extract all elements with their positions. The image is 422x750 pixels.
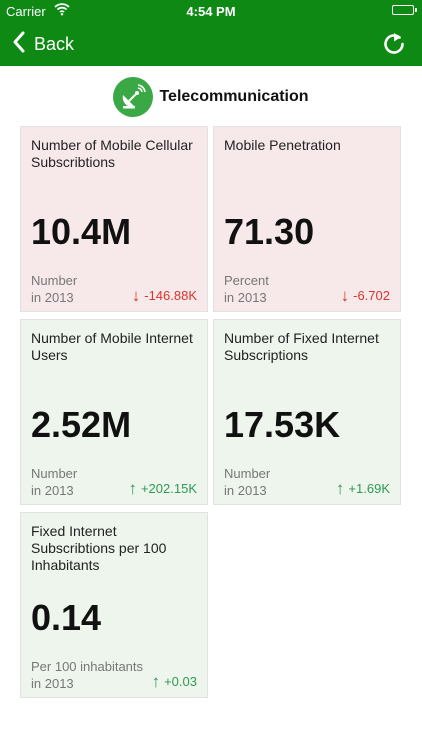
back-label: Back [34, 33, 75, 54]
card-value: 17.53K [224, 404, 341, 445]
card-unit: Percent [224, 273, 269, 288]
card-year: in 2013 [31, 290, 74, 305]
status-bar: Carrier 4:54 PM [0, 0, 422, 22]
card-change: ↓ -6.702 [340, 286, 390, 305]
arrow-down-icon: ↓ [340, 286, 350, 305]
wifi-icon [54, 2, 70, 19]
arrow-up-icon: ↑ [151, 672, 161, 691]
card-unit: Number [224, 466, 271, 481]
navigation-bar: Back [0, 22, 422, 66]
battery-icon [392, 5, 417, 15]
card-year: in 2013 [31, 676, 74, 691]
card-change: ↑ +1.69K [335, 479, 390, 498]
card-change-value: +1.69K [348, 481, 390, 496]
card-title: Number of Mobile Cellular Subscribtions [31, 137, 193, 170]
stat-card-mobile-penetration[interactable]: Mobile Penetration 71.30 Percent in 2013… [213, 126, 401, 312]
card-value: 2.52M [31, 404, 132, 445]
back-button[interactable]: Back [12, 30, 74, 58]
stat-card-fixed-internet-subscriptions[interactable]: Number of Fixed Internet Subscriptions 1… [213, 319, 401, 505]
status-time: 4:54 PM [186, 4, 236, 19]
refresh-icon [380, 33, 408, 62]
card-change: ↑ +0.03 [151, 672, 197, 691]
stat-card-fixed-internet-per-100[interactable]: Fixed Internet Subscribtions per 100 Inh… [20, 512, 208, 698]
card-value: 0.14 [31, 597, 102, 638]
card-change-value: +202.15K [140, 481, 197, 496]
satellite-dish-icon [113, 77, 154, 117]
carrier-label: Carrier [6, 4, 46, 19]
page-title: Telecommunication [159, 88, 309, 105]
card-change-value: -146.88K [144, 288, 197, 303]
card-value: 10.4M [31, 211, 132, 252]
card-title: Number of Fixed Internet Subscriptions [224, 330, 379, 363]
card-change-value: +0.03 [164, 674, 197, 689]
arrow-down-icon: ↓ [131, 286, 141, 305]
card-title: Mobile Penetration [224, 137, 341, 153]
card-unit: Per 100 inhabitants [31, 659, 144, 674]
stat-card-mobile-internet-users[interactable]: Number of Mobile Internet Users 2.52M Nu… [20, 319, 208, 505]
chevron-left-icon [12, 31, 26, 58]
arrow-up-icon: ↑ [335, 479, 345, 498]
card-value: 71.30 [224, 211, 315, 252]
card-year: in 2013 [224, 483, 267, 498]
card-change: ↑ +202.15K [128, 479, 197, 498]
card-year: in 2013 [224, 290, 267, 305]
refresh-button[interactable] [380, 30, 408, 58]
card-year: in 2013 [31, 483, 74, 498]
card-unit: Number [31, 273, 78, 288]
arrow-up-icon: ↑ [128, 479, 137, 498]
section-header: Telecommunication [0, 74, 422, 120]
card-title: Fixed Internet Subscribtions per 100 Inh… [31, 523, 167, 573]
card-title: Number of Mobile Internet Users [31, 330, 193, 363]
card-change-value: -6.702 [353, 288, 390, 303]
card-change: ↓ -146.88K [131, 286, 197, 305]
card-unit: Number [31, 466, 78, 481]
stat-card-mobile-cellular-subscriptions[interactable]: Number of Mobile Cellular Subscribtions … [20, 126, 208, 312]
